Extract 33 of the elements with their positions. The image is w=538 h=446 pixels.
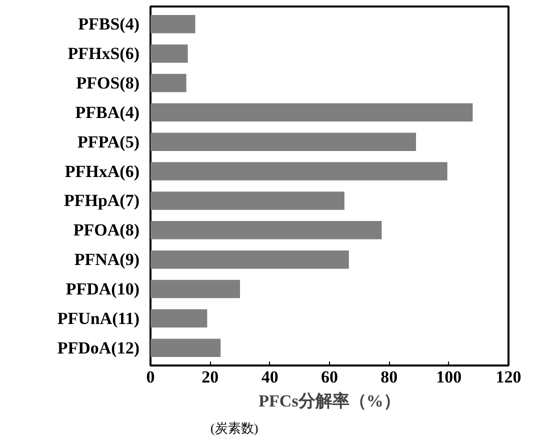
- bar: [150, 192, 344, 210]
- bar: [150, 15, 196, 34]
- x-axis-title: PFCs分解率（%）: [258, 392, 400, 410]
- y-tick-label: PFPA(5): [78, 132, 140, 152]
- bar: [150, 309, 208, 328]
- x-tick-label: 0: [146, 368, 155, 386]
- y-tick-label: PFUnA(11): [57, 308, 140, 328]
- x-tick-label: 20: [202, 368, 219, 386]
- y-tick-label: PFOA(8): [73, 220, 140, 240]
- y-tick-label: PFDoA(12): [57, 338, 140, 358]
- bar: [150, 74, 186, 92]
- x-tick-label: 60: [321, 368, 338, 386]
- y-tick-label: PFOS(8): [76, 74, 140, 93]
- y-tick-label: PFBS(4): [78, 14, 140, 34]
- bar: [150, 162, 448, 180]
- bar: [150, 44, 188, 63]
- y-tick-label: PFHxA(6): [64, 162, 140, 181]
- bar: [150, 103, 473, 122]
- bar: [150, 250, 349, 269]
- text: (炭素数): [210, 420, 258, 436]
- bar: [150, 280, 240, 298]
- bar: [150, 221, 382, 240]
- y-tick-label: PFBA(4): [75, 102, 140, 122]
- y-tick-label: PFDA(10): [66, 279, 140, 298]
- y-tick-label: PFNA(9): [74, 250, 140, 270]
- x-tick-label: 100: [436, 368, 462, 386]
- bar: [150, 132, 416, 151]
- x-tick-label: 120: [496, 368, 522, 386]
- x-tick-label: 40: [261, 368, 278, 386]
- bar: [150, 338, 221, 357]
- y-tick-label: PFHpA(7): [64, 191, 140, 210]
- y-tick-label: PFHxS(6): [68, 44, 140, 64]
- x-tick-label: 80: [380, 368, 398, 386]
